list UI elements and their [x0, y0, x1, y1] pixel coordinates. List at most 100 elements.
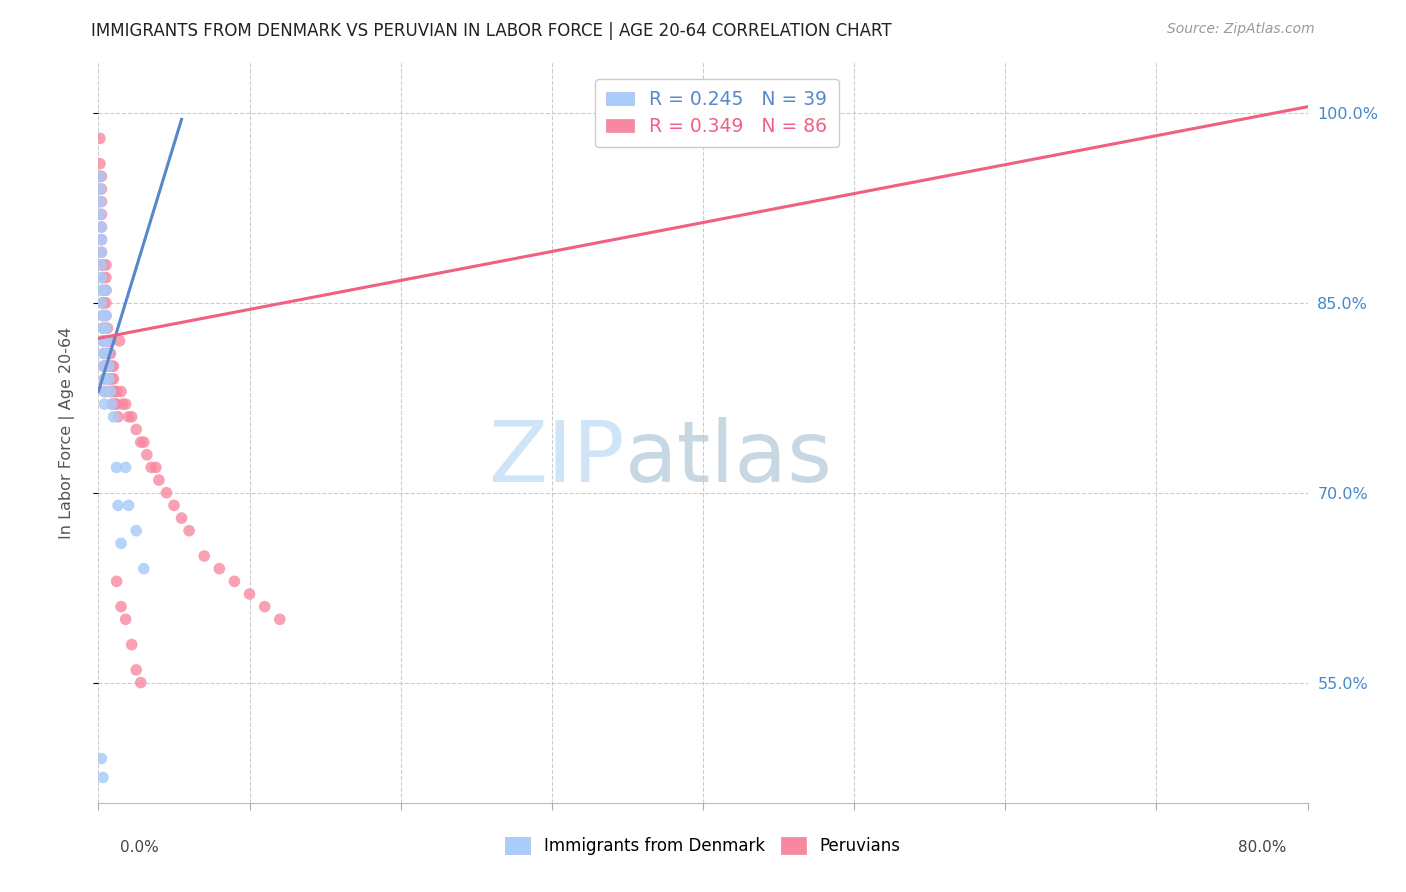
Point	[94, 270, 117, 285]
Point	[105, 397, 128, 411]
Point	[93, 359, 115, 374]
Point	[208, 562, 231, 576]
Point	[91, 334, 114, 348]
Point	[94, 321, 117, 335]
Point	[114, 612, 136, 626]
Point	[107, 499, 129, 513]
Point	[90, 258, 112, 272]
Point	[132, 562, 155, 576]
Point	[135, 448, 157, 462]
Point	[90, 233, 112, 247]
Point	[90, 751, 112, 765]
Point	[93, 384, 115, 399]
Text: 80.0%: 80.0%	[1239, 840, 1286, 855]
Point	[96, 334, 118, 348]
Point	[93, 372, 115, 386]
Point	[94, 321, 117, 335]
Point	[100, 384, 122, 399]
Point	[90, 245, 112, 260]
Point	[90, 182, 112, 196]
Point	[89, 131, 111, 145]
Point	[100, 372, 122, 386]
Point	[90, 245, 112, 260]
Point	[98, 346, 121, 360]
Point	[269, 612, 291, 626]
Point	[93, 334, 115, 348]
Point	[91, 296, 114, 310]
Point	[91, 334, 114, 348]
Point	[114, 460, 136, 475]
Point	[96, 321, 118, 335]
Point	[91, 270, 114, 285]
Point	[90, 233, 112, 247]
Point	[93, 372, 115, 386]
Point	[101, 397, 124, 411]
Point	[100, 346, 122, 360]
Text: ZIP: ZIP	[488, 417, 624, 500]
Point	[98, 334, 121, 348]
Point	[91, 346, 114, 360]
Point	[91, 309, 114, 323]
Point	[94, 309, 117, 323]
Point	[98, 384, 121, 399]
Point	[104, 384, 127, 399]
Point	[101, 397, 124, 411]
Point	[155, 485, 177, 500]
Point	[118, 499, 141, 513]
Point	[96, 359, 118, 374]
Point	[96, 346, 118, 360]
Point	[163, 499, 186, 513]
Point	[94, 309, 117, 323]
Point	[121, 638, 143, 652]
Point	[93, 346, 115, 360]
Point	[107, 409, 129, 424]
Point	[94, 283, 117, 297]
Point	[96, 346, 118, 360]
Point	[110, 599, 132, 614]
Point	[94, 258, 117, 272]
Point	[103, 372, 125, 386]
Point	[91, 309, 114, 323]
Point	[132, 435, 155, 450]
Point	[129, 435, 152, 450]
Point	[118, 409, 141, 424]
Point	[91, 771, 114, 785]
Point	[103, 409, 125, 424]
Text: atlas: atlas	[624, 417, 832, 500]
Point	[114, 397, 136, 411]
Point	[100, 359, 122, 374]
Point	[93, 397, 115, 411]
Point	[110, 536, 132, 550]
Point	[90, 219, 112, 234]
Point	[253, 599, 276, 614]
Point	[89, 157, 111, 171]
Point	[90, 219, 112, 234]
Point	[105, 460, 128, 475]
Point	[111, 397, 134, 411]
Point	[90, 207, 112, 221]
Point	[125, 663, 148, 677]
Point	[91, 334, 114, 348]
Point	[93, 384, 115, 399]
Point	[103, 384, 125, 399]
Point	[98, 359, 121, 374]
Point	[108, 334, 131, 348]
Point	[125, 524, 148, 538]
Point	[179, 524, 201, 538]
Point	[90, 296, 112, 310]
Y-axis label: In Labor Force | Age 20-64: In Labor Force | Age 20-64	[59, 326, 75, 539]
Point	[121, 409, 143, 424]
Text: 0.0%: 0.0%	[120, 840, 159, 855]
Point	[91, 321, 114, 335]
Point	[91, 296, 114, 310]
Point	[224, 574, 246, 589]
Point	[110, 384, 132, 399]
Legend: R = 0.245   N = 39, R = 0.349   N = 86: R = 0.245 N = 39, R = 0.349 N = 86	[595, 79, 839, 147]
Point	[91, 283, 114, 297]
Point	[105, 574, 128, 589]
Point	[89, 169, 111, 184]
Point	[90, 194, 112, 209]
Point	[89, 169, 111, 184]
Point	[91, 321, 114, 335]
Point	[91, 258, 114, 272]
